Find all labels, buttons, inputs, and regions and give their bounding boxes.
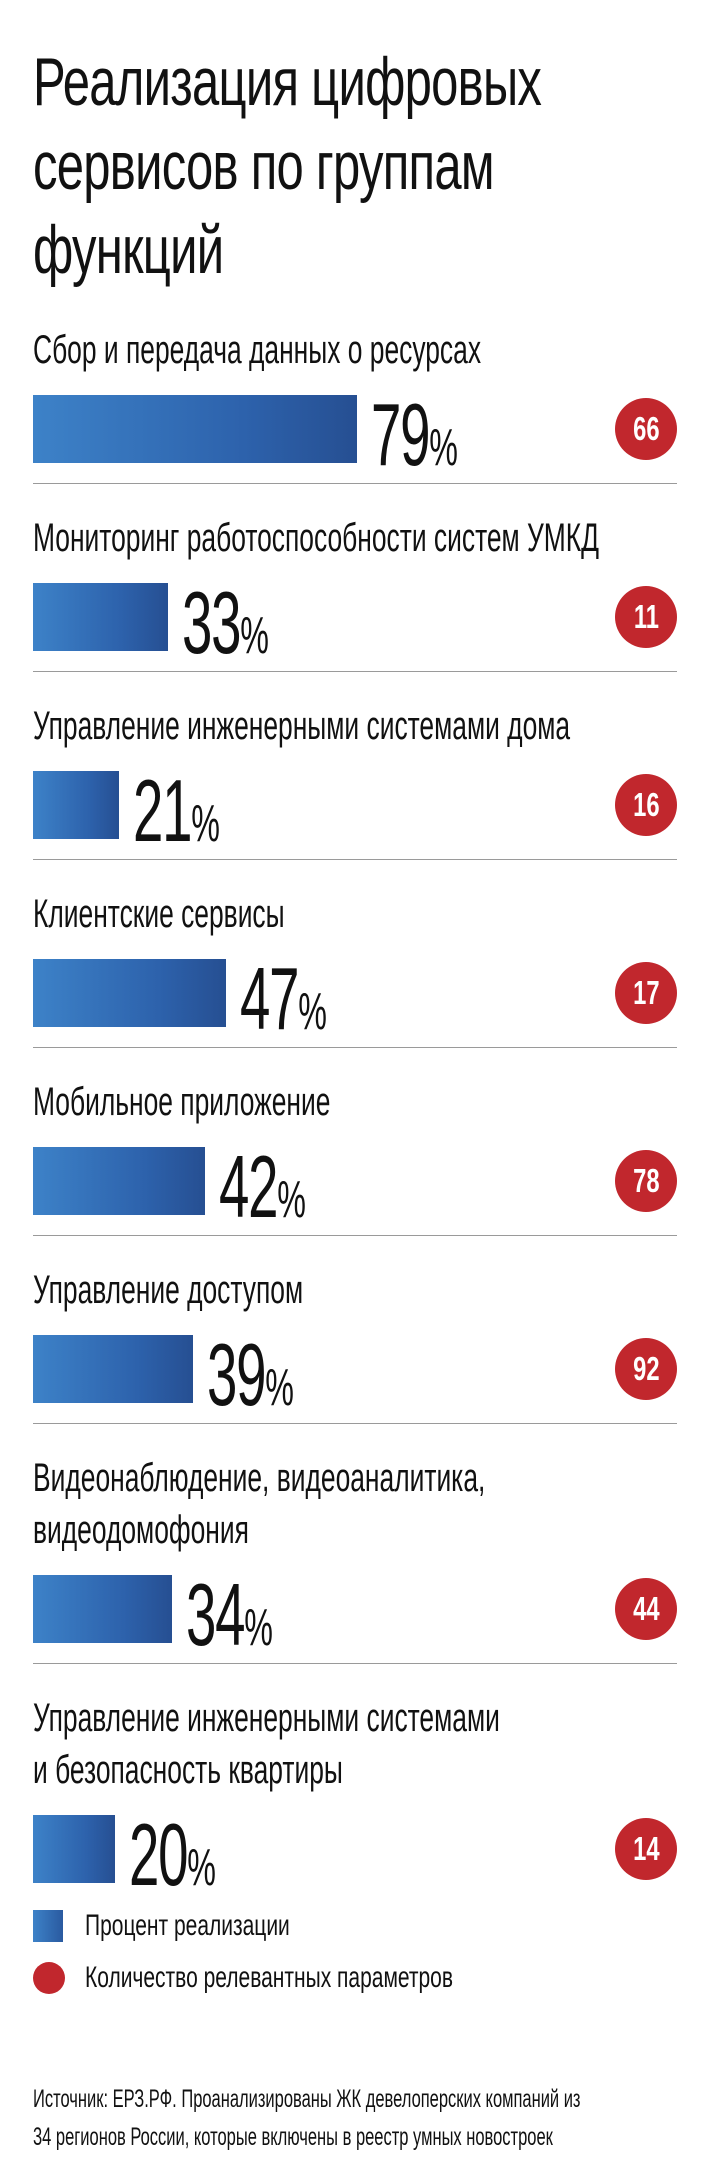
source-note: Источник: ЕРЗ.РФ. Проанализированы ЖК де…: [33, 2080, 581, 2156]
chart-title-line: сервисов по группам: [33, 128, 494, 204]
category-label: Управление инженерными системами: [33, 1696, 500, 1740]
row-separator: [33, 671, 677, 672]
percent-number: 39: [207, 1325, 266, 1424]
row-separator: [33, 1235, 677, 1236]
row-separator: [33, 859, 677, 860]
percent-number: 33: [182, 573, 241, 672]
parameter-count-badge: 44: [615, 1578, 677, 1640]
source-line: Источник: ЕРЗ.РФ. Проанализированы ЖК де…: [33, 2085, 581, 2113]
parameter-count-value: 78: [632, 1162, 660, 1199]
percent-bar: [33, 1335, 193, 1403]
percent-number: 20: [129, 1805, 188, 1904]
percent-bar: [33, 395, 357, 463]
percent-bar: [33, 771, 119, 839]
parameter-count-badge: 11: [615, 586, 677, 648]
parameter-count-badge: 66: [615, 398, 677, 460]
source-line: 34 регионов России, которые включены в р…: [33, 2123, 553, 2151]
percent-number: 79: [371, 385, 430, 484]
row-separator: [33, 483, 677, 484]
category-label: Клиентские сервисы: [33, 892, 285, 936]
percent-value-label: 39%: [207, 1331, 294, 1432]
percent-sign: %: [298, 983, 327, 1041]
percent-number: 47: [240, 949, 299, 1048]
percent-bar: [33, 959, 226, 1027]
legend-label: Количество релевантных параметров: [85, 1961, 454, 1994]
percent-number: 21: [133, 761, 192, 860]
percent-value-label: 20%: [129, 1811, 216, 1912]
chart-title: Реализация цифровых сервисов по группам фу…: [33, 40, 667, 292]
chart-title-line: Реализация цифровых: [33, 44, 542, 120]
percent-sign: %: [265, 1359, 294, 1417]
percent-sign: %: [187, 1839, 216, 1897]
legend-square-swatch: [33, 1910, 63, 1942]
parameter-count-value: 92: [632, 1350, 660, 1387]
percent-number: 42: [219, 1137, 278, 1236]
legend-circle-swatch: [33, 1962, 65, 1994]
percent-value-label: 47%: [240, 955, 327, 1056]
parameter-count-value: 11: [633, 598, 659, 635]
percent-sign: %: [191, 795, 220, 853]
percent-bar: [33, 1147, 205, 1215]
category-label: видеодомофония: [33, 1508, 249, 1552]
category-label: Управление доступом: [33, 1268, 304, 1312]
percent-bar: [33, 1815, 115, 1883]
parameter-count-badge: 92: [615, 1338, 677, 1400]
parameter-count-value: 14: [632, 1830, 660, 1867]
parameter-count-badge: 78: [615, 1150, 677, 1212]
parameter-count-value: 16: [632, 786, 660, 823]
percent-value-label: 42%: [219, 1143, 306, 1244]
percent-bar: [33, 583, 168, 651]
percent-number: 34: [186, 1565, 245, 1664]
percent-sign: %: [240, 607, 269, 665]
parameter-count-value: 44: [632, 1590, 660, 1627]
parameter-count-badge: 16: [615, 774, 677, 836]
percent-value-label: 21%: [133, 767, 220, 868]
parameter-count-value: 17: [632, 974, 660, 1011]
row-separator: [33, 1047, 677, 1048]
percent-sign: %: [429, 419, 458, 477]
percent-value-label: 34%: [186, 1571, 273, 1672]
parameter-count-badge: 14: [615, 1818, 677, 1880]
parameter-count-badge: 17: [615, 962, 677, 1024]
category-label: Видеонаблюдение, видеоаналитика,: [33, 1456, 486, 1500]
percent-sign: %: [244, 1599, 273, 1657]
category-label: Сбор и передача данных о ресурсах: [33, 328, 482, 372]
chart-title-line: функций: [33, 212, 224, 288]
row-separator: [33, 1663, 677, 1664]
percent-sign: %: [277, 1171, 306, 1229]
category-label: и безопасность квартиры: [33, 1748, 343, 1792]
row-separator: [33, 1423, 677, 1424]
parameter-count-value: 66: [632, 410, 660, 447]
category-label: Мониторинг работоспособности систем УМКД: [33, 516, 600, 560]
percent-value-label: 79%: [371, 391, 458, 492]
category-label: Мобильное приложение: [33, 1080, 331, 1124]
category-label: Управление инженерными системами дома: [33, 704, 571, 748]
percent-value-label: 33%: [182, 579, 269, 680]
percent-bar: [33, 1575, 172, 1643]
legend-label: Процент реализации: [85, 1909, 290, 1942]
